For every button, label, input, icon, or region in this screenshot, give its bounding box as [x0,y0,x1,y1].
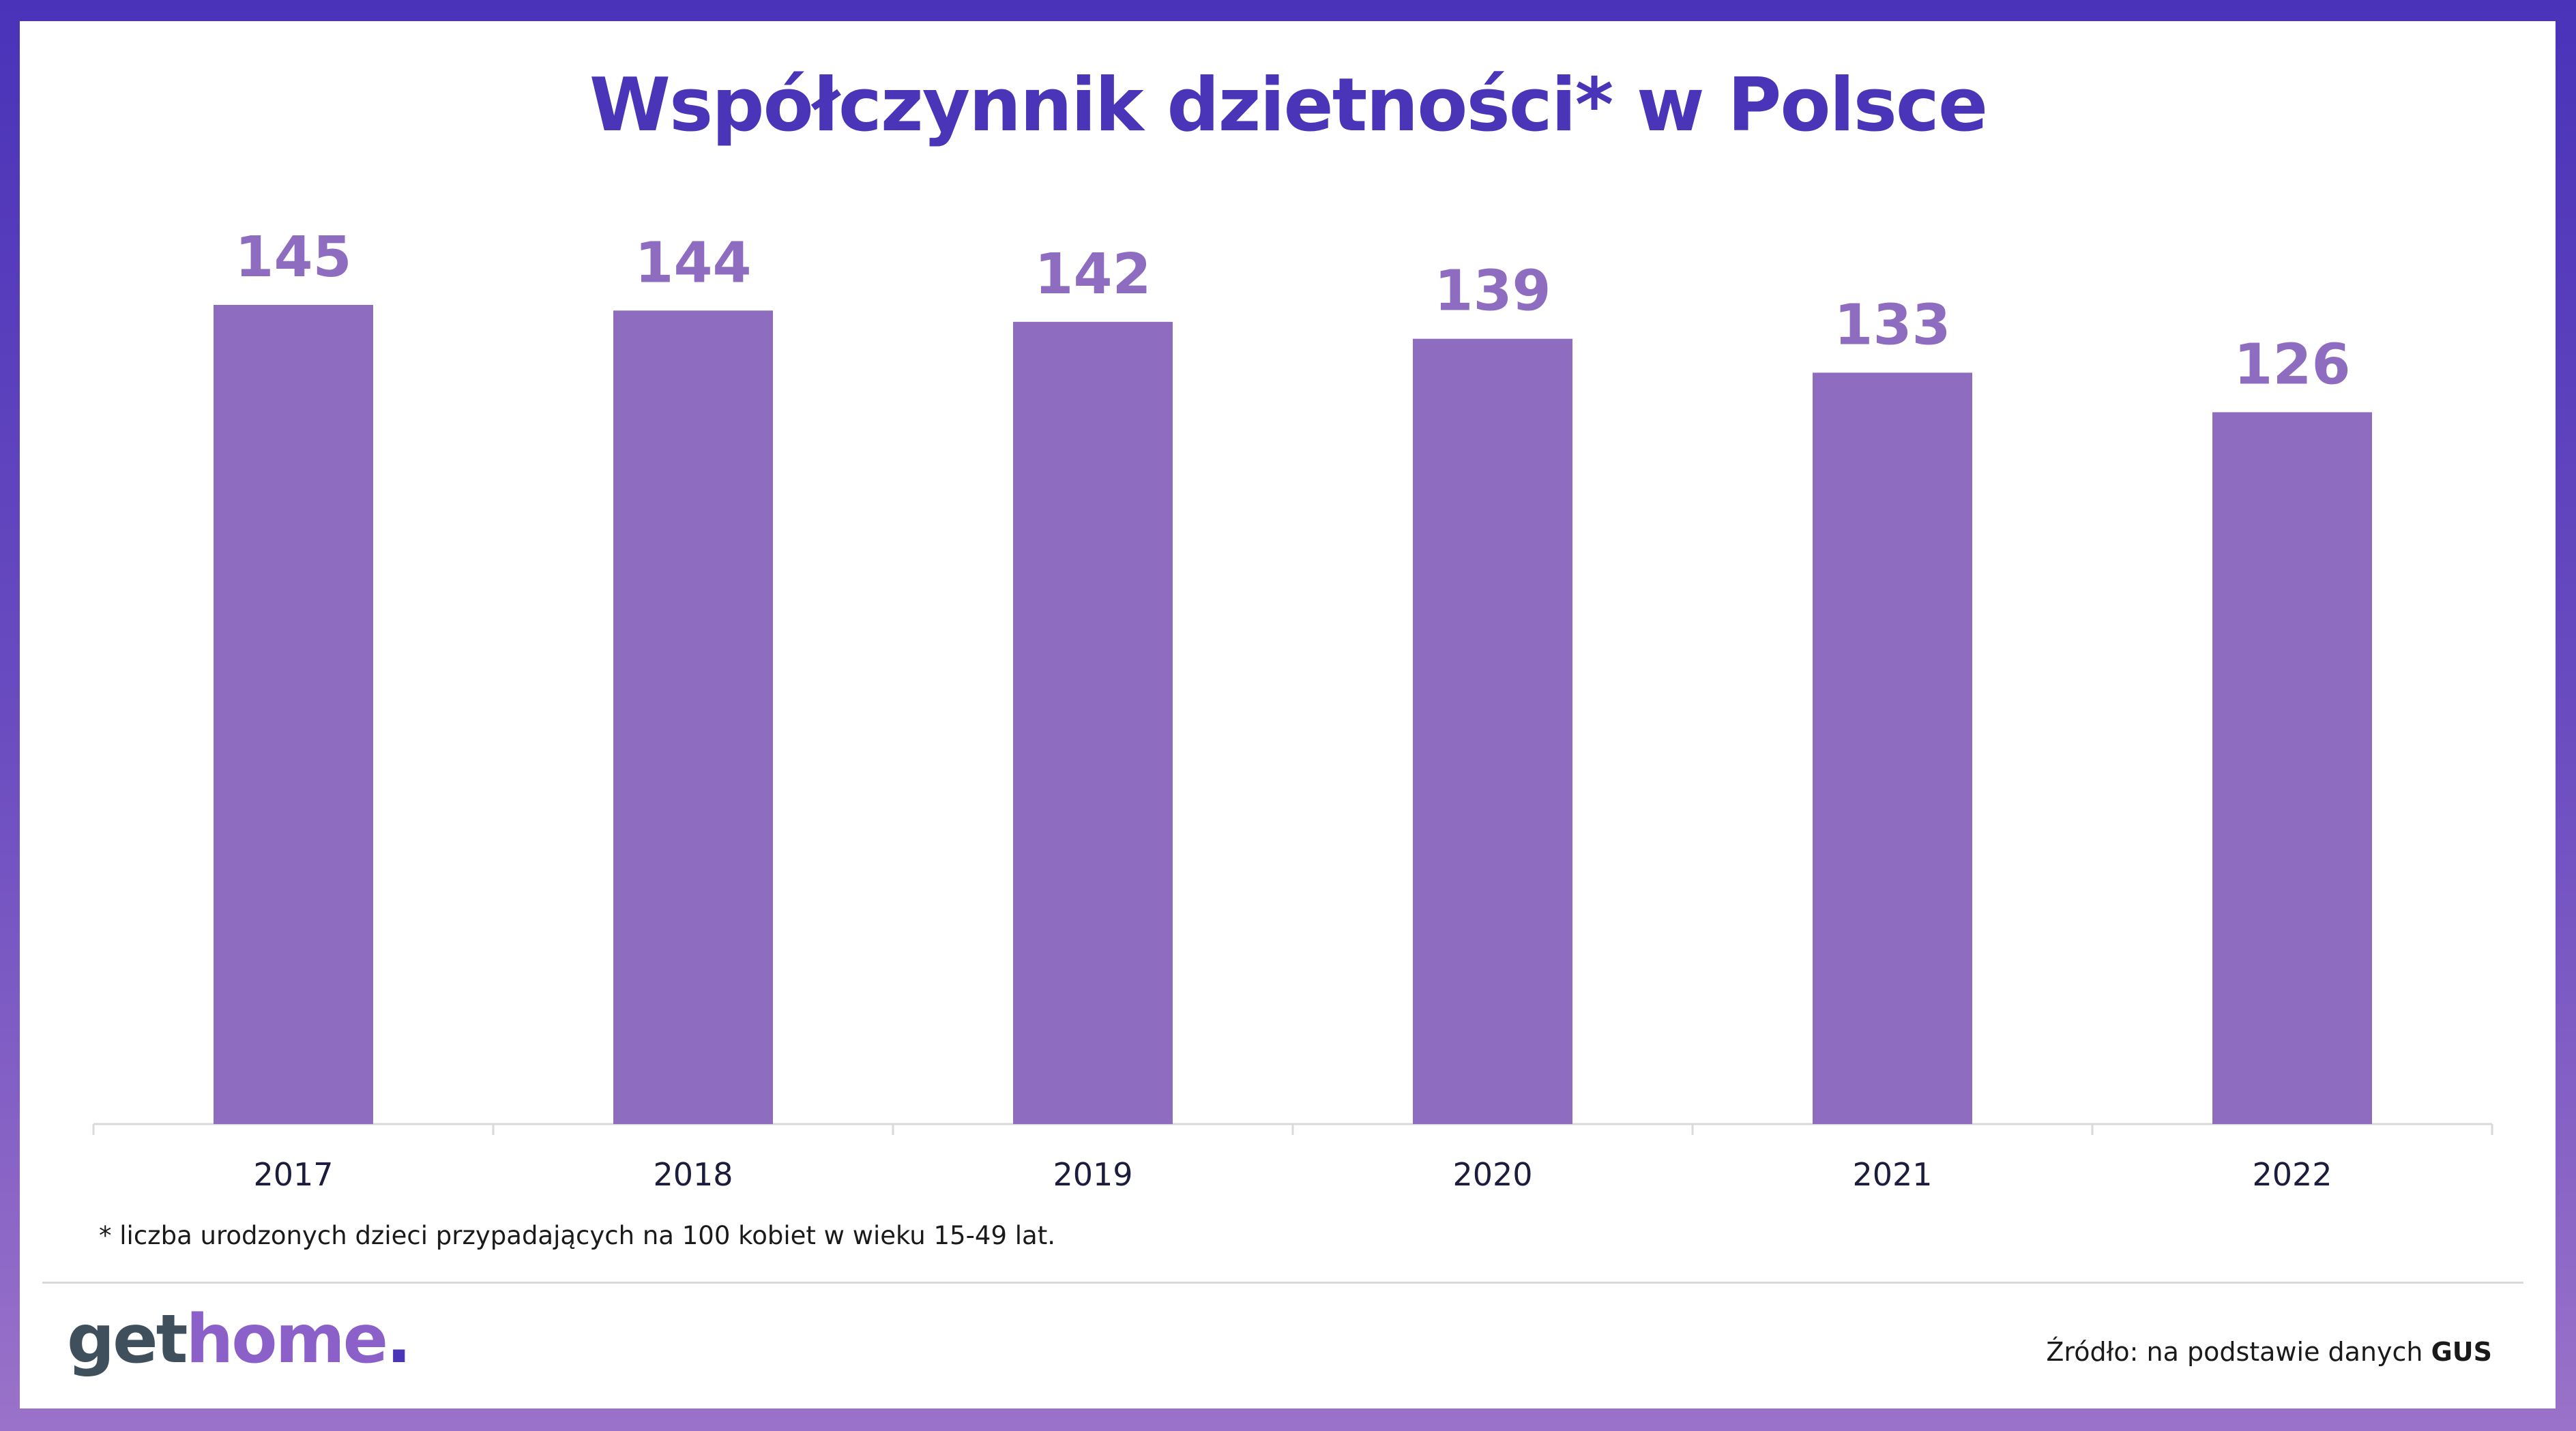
x-tick-label-2019: 2019 [1053,1156,1132,1193]
bar-value-label-2022: 126 [2234,332,2350,397]
chart-title: Współczynnik dzietności* w Polsce [589,63,1988,148]
x-tick-label-2017: 2017 [253,1156,333,1193]
divider [42,1282,2523,1284]
logo-text-get: get [67,1301,188,1378]
bar-chart: 145 2017 144 2018 142 2019 139 2020 133 2021 126 20… [92,225,2493,1193]
bar-2022 [2212,412,2372,1124]
chart-panel [20,21,2556,1408]
bar-value-label-2020: 139 [1434,259,1551,324]
bar-2019 [1013,321,1173,1124]
logo-text-home: home [186,1301,388,1378]
x-tick-label-2022: 2022 [2252,1156,2332,1193]
source-name: GUS [2431,1337,2492,1367]
source-prefix: Źródło: na podstawie danych [2046,1337,2431,1367]
bar-2021 [1813,372,1972,1125]
bar-2018 [613,310,773,1125]
footnote: * liczba urodzonych dzieci przypadającyc… [99,1221,1055,1250]
x-tick-label-2021: 2021 [1852,1156,1932,1193]
bar-value-label-2018: 144 [634,231,751,295]
bar-2017 [214,305,373,1124]
bar-value-label-2017: 145 [235,225,351,290]
gethome-logo: gethome. [67,1306,411,1373]
bar-value-label-2021: 133 [1834,293,1950,357]
source-note: Źródło: na podstawie danych GUS [2046,1337,2492,1367]
x-tick-label-2018: 2018 [653,1156,733,1193]
x-tick-label-2020: 2020 [1452,1156,1532,1193]
logo-dot: . [386,1301,411,1378]
bar-2020 [1413,338,1572,1125]
bar-value-label-2019: 142 [1034,242,1151,307]
